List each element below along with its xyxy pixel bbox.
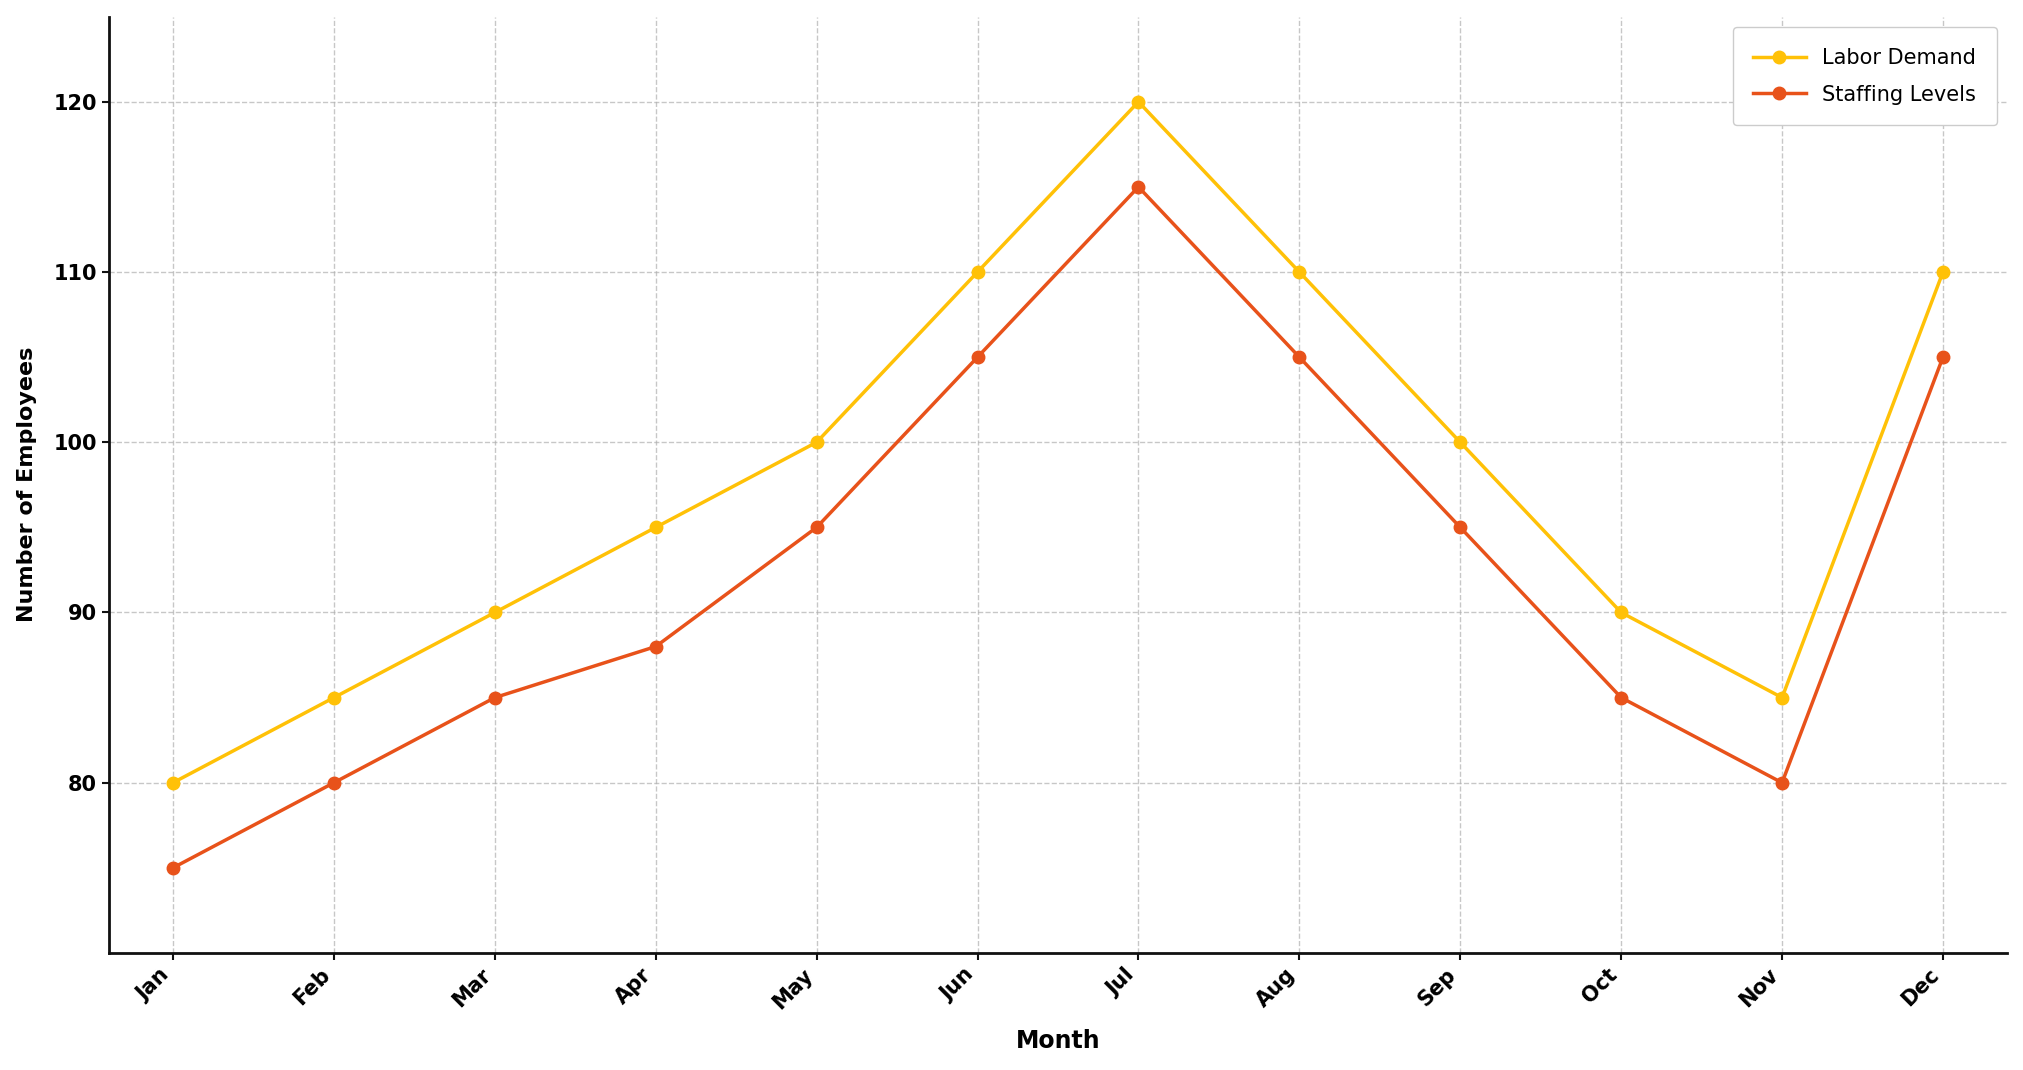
- Labor Demand: [1125, 95, 1149, 108]
- Labor Demand: [1287, 265, 1311, 278]
- Staffing Levels: [965, 351, 989, 364]
- Labor Demand: [322, 691, 346, 704]
- X-axis label: Month: Month: [1016, 1029, 1101, 1053]
- Staffing Levels: [1608, 691, 1633, 704]
- Labor Demand: [965, 265, 989, 278]
- Staffing Levels: [1287, 351, 1311, 364]
- Labor Demand: [643, 521, 668, 534]
- Labor Demand: [481, 606, 506, 618]
- Labor Demand: [1768, 691, 1792, 704]
- Staffing Levels: [322, 777, 346, 790]
- Y-axis label: Number of Employees: Number of Employees: [16, 347, 36, 623]
- Legend: Labor Demand, Staffing Levels: Labor Demand, Staffing Levels: [1732, 27, 1997, 125]
- Labor Demand: [1446, 435, 1471, 448]
- Staffing Levels: [803, 521, 827, 534]
- Labor Demand: [160, 777, 184, 790]
- Staffing Levels: [160, 861, 184, 874]
- Line: Staffing Levels: Staffing Levels: [166, 181, 1948, 874]
- Staffing Levels: [1446, 521, 1471, 534]
- Labor Demand: [803, 435, 827, 448]
- Staffing Levels: [1930, 351, 1954, 364]
- Staffing Levels: [1125, 181, 1149, 194]
- Line: Labor Demand: Labor Demand: [166, 95, 1948, 789]
- Staffing Levels: [481, 691, 506, 704]
- Labor Demand: [1930, 265, 1954, 278]
- Staffing Levels: [1768, 777, 1792, 790]
- Staffing Levels: [643, 640, 668, 653]
- Labor Demand: [1608, 606, 1633, 618]
